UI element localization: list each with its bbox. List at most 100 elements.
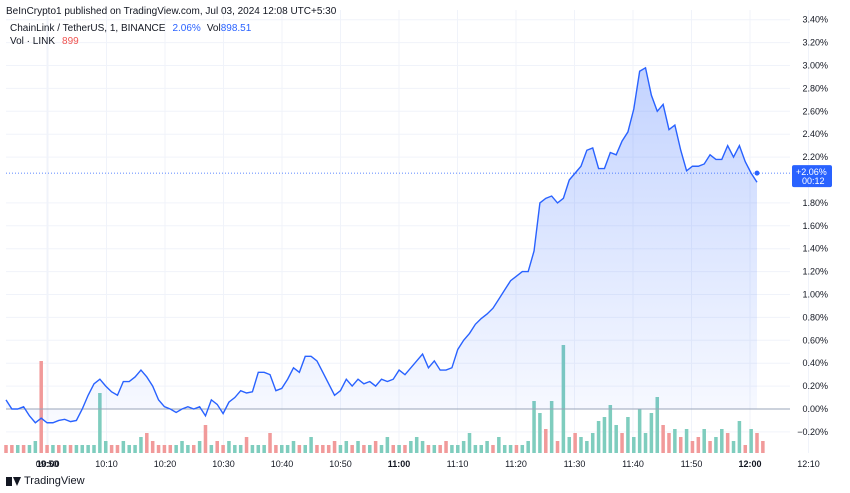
x-tick-label: 10:20 [154, 459, 177, 469]
y-tick-label: 0.80% [802, 312, 828, 322]
volume-bar [661, 425, 665, 453]
x-tick-label: 10:00 [36, 459, 59, 469]
price-badge: +2.06% 00:12 [792, 165, 832, 188]
volume-bar [51, 445, 55, 453]
vol-value: 898.51 [220, 23, 252, 34]
volume-bar [673, 429, 677, 453]
volume-bar [655, 397, 660, 453]
volume-bar [526, 441, 530, 453]
volume-bar [373, 441, 378, 453]
x-tick-label: 11:00 [388, 459, 411, 469]
volume-bar [68, 445, 73, 453]
volume-bar [145, 433, 149, 453]
volume-bar [39, 361, 43, 453]
volume-bar [491, 445, 495, 453]
volume-bar [174, 445, 178, 453]
last-price-dot [754, 170, 760, 176]
volume-bar [761, 441, 765, 453]
volume-bar [86, 445, 90, 453]
volume-bar [678, 437, 683, 453]
y-tick-label: 3.00% [802, 61, 828, 71]
volume-bar [737, 421, 742, 453]
volume-bar [344, 441, 349, 453]
vol-series-value: 899 [62, 36, 79, 47]
volume-bar [309, 437, 313, 453]
volume-bar [156, 445, 161, 453]
volume-bar [133, 445, 137, 453]
y-tick-label: 2.40% [802, 129, 828, 139]
volume-bar [508, 445, 513, 453]
x-tick-label: 10:40 [271, 459, 294, 469]
volume-bar [127, 445, 131, 453]
x-tick-label: 11:50 [681, 459, 703, 469]
volume-bar [186, 445, 190, 453]
y-tick-label: 1.80% [802, 198, 828, 208]
volume-bar [62, 445, 67, 453]
y-tick-label: 3.20% [802, 38, 828, 48]
volume-bar [497, 437, 501, 453]
volume-bar [80, 445, 85, 453]
x-tick-label: 09:50 [36, 459, 59, 469]
volume-bar [256, 445, 261, 453]
price-line [5, 66, 758, 424]
volume-bar [397, 445, 401, 453]
volume-bar [109, 445, 114, 453]
volume-bar [567, 437, 572, 453]
y-tick-label: 1.60% [802, 221, 828, 231]
tradingview-brand[interactable]: TradingView [6, 475, 85, 487]
y-tick-label: 0.40% [802, 358, 828, 368]
vol-series-label[interactable]: Vol · LINK [10, 36, 56, 47]
y-tick-label: 2.80% [802, 83, 828, 93]
y-tick-label: −0.20% [797, 427, 828, 437]
volume-bar [626, 417, 630, 453]
symbol-title[interactable]: ChainLink / TetherUS, 1, BINANCE [10, 23, 166, 34]
volume-bar [262, 445, 266, 453]
volume-bar [555, 441, 560, 453]
volume-bar [98, 393, 102, 453]
volume-bar [743, 445, 748, 453]
x-tick-label: 11:20 [505, 459, 527, 469]
volume-bar [385, 437, 390, 453]
volume-bar [10, 445, 14, 453]
volume-bar [702, 429, 706, 453]
volume-bar [356, 441, 360, 453]
volume-bar [291, 441, 296, 453]
volume-bar [168, 445, 173, 453]
volume-bar [731, 441, 736, 453]
volume-bar [749, 429, 753, 453]
volume-bar [585, 441, 589, 453]
volume-bar [544, 429, 548, 453]
volume-bar [362, 445, 366, 453]
volume-bar [203, 425, 208, 453]
volume-bar [667, 433, 671, 453]
volume-bar [514, 445, 519, 453]
volume-bar [33, 441, 38, 453]
volume-bar [57, 445, 61, 453]
volume-bar [649, 413, 654, 453]
volume-bar [27, 445, 32, 453]
y-tick-label: 0.00% [802, 404, 828, 414]
volume-bar [414, 437, 419, 453]
volume-bar [725, 433, 730, 453]
x-tick-label: 11:10 [447, 459, 469, 469]
brand-name: TradingView [24, 475, 85, 487]
volume-bar [714, 437, 718, 453]
volume-bar [502, 445, 507, 453]
volume-bar [379, 445, 384, 453]
x-tick-label: 10:30 [212, 459, 235, 469]
change-percent: 2.06% [172, 23, 201, 34]
volume-bar [221, 445, 225, 453]
volume-bar [191, 445, 196, 453]
volume-bar [620, 433, 624, 453]
volume-bar [92, 445, 96, 453]
y-tick-label: 0.60% [802, 335, 828, 345]
volume-bar [162, 445, 167, 453]
volume-bar [573, 433, 577, 453]
volume-bar [720, 429, 724, 453]
publish-info: BeInCrypto1 published on TradingView.com… [6, 6, 337, 17]
volume-bar [479, 445, 483, 453]
volume-bar [684, 429, 689, 453]
volume-bar [209, 445, 214, 453]
volume-bar [350, 445, 354, 453]
